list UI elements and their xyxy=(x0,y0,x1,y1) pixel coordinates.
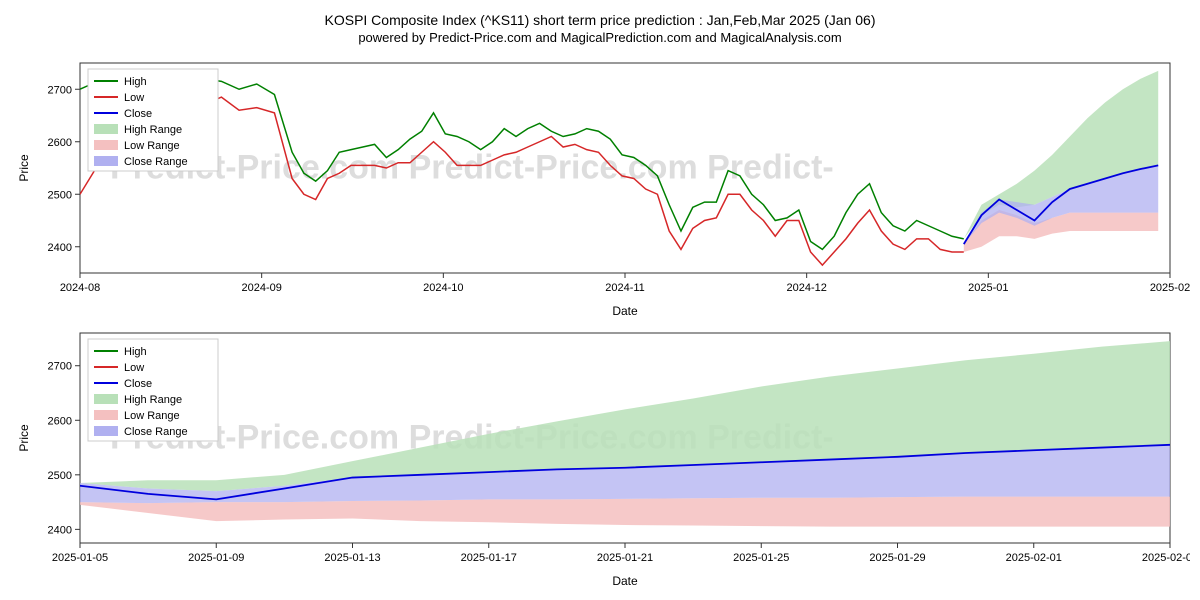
svg-text:High Range: High Range xyxy=(124,124,182,136)
svg-text:Predict-Price.com Predict-Pr: Predict-Price.com Predict-Price.com Pred… xyxy=(110,149,834,187)
svg-text:Price: Price xyxy=(17,154,31,182)
svg-text:2024-11: 2024-11 xyxy=(605,282,645,294)
svg-text:2500: 2500 xyxy=(48,470,72,482)
svg-text:2700: 2700 xyxy=(48,361,72,373)
svg-text:2025-01-21: 2025-01-21 xyxy=(597,552,653,564)
svg-text:Close: Close xyxy=(124,108,152,120)
bottom-chart: Predict-Price.com Predict-Price.com Pred… xyxy=(10,323,1190,593)
svg-text:2025-02-01: 2025-02-01 xyxy=(1006,552,1062,564)
svg-text:2025-01: 2025-01 xyxy=(968,282,1008,294)
svg-text:2600: 2600 xyxy=(48,137,72,149)
chart-title: KOSPI Composite Index (^KS11) short term… xyxy=(10,12,1190,28)
svg-text:2024-12: 2024-12 xyxy=(786,282,826,294)
svg-text:Price: Price xyxy=(17,424,31,452)
svg-text:Date: Date xyxy=(612,574,638,588)
svg-text:2024-10: 2024-10 xyxy=(423,282,463,294)
svg-text:2025-01-13: 2025-01-13 xyxy=(324,552,380,564)
svg-text:2600: 2600 xyxy=(48,415,72,427)
svg-text:2025-01-17: 2025-01-17 xyxy=(461,552,517,564)
svg-text:Low: Low xyxy=(124,92,144,104)
svg-text:High Range: High Range xyxy=(124,394,182,406)
svg-text:High: High xyxy=(124,76,147,88)
svg-text:Close: Close xyxy=(124,378,152,390)
chart-page: KOSPI Composite Index (^KS11) short term… xyxy=(10,12,1190,593)
svg-text:2025-01-25: 2025-01-25 xyxy=(733,552,789,564)
svg-text:Low Range: Low Range xyxy=(124,410,180,422)
svg-text:2500: 2500 xyxy=(48,189,72,201)
svg-text:2025-02: 2025-02 xyxy=(1150,282,1190,294)
svg-text:2025-01-29: 2025-01-29 xyxy=(869,552,925,564)
svg-text:2400: 2400 xyxy=(48,524,72,536)
svg-text:Date: Date xyxy=(612,304,638,318)
svg-text:Low Range: Low Range xyxy=(124,140,180,152)
svg-text:High: High xyxy=(124,346,147,358)
svg-text:2024-09: 2024-09 xyxy=(241,282,281,294)
chart-subtitle: powered by Predict-Price.com and Magical… xyxy=(10,30,1190,45)
svg-text:2025-02-05: 2025-02-05 xyxy=(1142,552,1190,564)
svg-text:Close Range: Close Range xyxy=(124,156,188,168)
svg-text:2700: 2700 xyxy=(48,84,72,96)
svg-text:Low: Low xyxy=(124,362,144,374)
top-chart: Predict-Price.com Predict-Price.com Pred… xyxy=(10,53,1190,323)
svg-text:Close Range: Close Range xyxy=(124,426,188,438)
svg-text:2025-01-05: 2025-01-05 xyxy=(52,552,108,564)
svg-text:2025-01-09: 2025-01-09 xyxy=(188,552,244,564)
svg-text:2400: 2400 xyxy=(48,242,72,254)
svg-text:2024-08: 2024-08 xyxy=(60,282,100,294)
